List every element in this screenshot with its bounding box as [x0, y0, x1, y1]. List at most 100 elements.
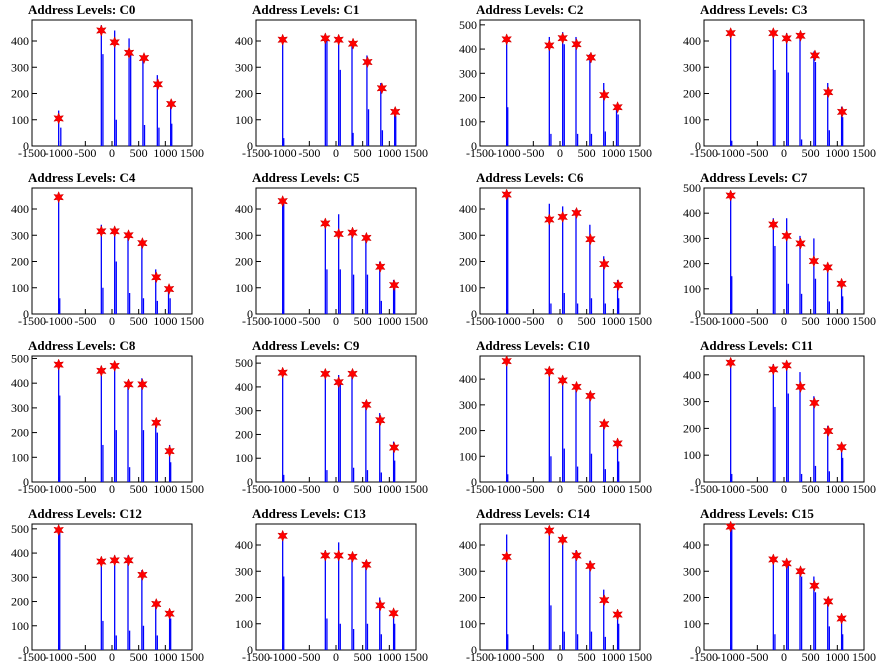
plot-frame: [255, 187, 417, 315]
y-tick-label: 400: [11, 376, 29, 390]
y-tick-label: 300: [235, 228, 253, 242]
peak-marker: [809, 396, 820, 410]
chart-panel: Address Levels: C1 0 100 200 300 400 -1500 -100…: [224, 0, 448, 168]
x-tick-label: 1500: [852, 482, 876, 496]
x-tick-label: 1000: [153, 146, 177, 160]
peak-marker: [137, 568, 148, 582]
x-tick-label: 500: [354, 314, 372, 328]
x-tick-label: 0: [333, 314, 339, 328]
peak-marker: [150, 271, 162, 284]
y-tick-label: 400: [683, 538, 701, 552]
x-tick-label: 0: [109, 146, 115, 160]
chart-title: Address Levels: C14: [476, 506, 590, 521]
peak-marker: [781, 32, 793, 45]
y-tick-label: 400: [459, 202, 477, 216]
peak-marker: [836, 440, 847, 454]
y-tick-label: 300: [683, 395, 701, 409]
peak-marker: [612, 608, 623, 621]
chart-svg: Address Levels: C3 0 100 200 300 400 -1500-100…: [683, 2, 876, 160]
x-tick-label: -1500: [242, 650, 270, 664]
x-tick-label: 500: [354, 146, 372, 160]
plot-frame: [31, 355, 193, 483]
y-tick-label: 200: [11, 426, 29, 440]
x-tick-label: 500: [354, 650, 372, 664]
chart-svg: Address Levels: C70100200300400500-1500-…: [683, 170, 876, 328]
plot-frame: [703, 187, 865, 315]
y-tick-label: 0: [23, 139, 29, 153]
y-tick-label: 300: [459, 564, 477, 578]
x-tick-label: -500: [74, 314, 96, 328]
y-tick-label: 400: [11, 546, 29, 560]
plot-frame: [255, 523, 417, 651]
x-tick-label: -1000: [45, 482, 73, 496]
x-tick-label: -1500: [242, 146, 270, 160]
peak-marker: [277, 529, 289, 542]
x-tick-label: -1000: [269, 146, 297, 160]
peak-marker: [277, 33, 289, 46]
y-tick-label: 400: [459, 372, 477, 386]
plot-frame: [31, 19, 193, 147]
peak-marker: [53, 112, 65, 125]
peak-marker: [388, 278, 400, 292]
chart-title: Address Levels: C1: [252, 2, 359, 17]
x-tick-label: -1000: [45, 650, 73, 664]
chart-svg: Address Levels: C15 0 100 200 300 400 -1500-10…: [683, 506, 876, 664]
peak-marker: [725, 189, 737, 202]
x-tick-label: 500: [354, 482, 372, 496]
peak-marker: [388, 441, 400, 454]
x-tick-label: -1000: [717, 650, 745, 664]
peak-marker: [836, 612, 847, 625]
x-tick-label: -1000: [269, 650, 297, 664]
peak-marker: [165, 97, 177, 111]
y-tick-label: 100: [235, 617, 253, 631]
chart-svg: Address Levels: C4 0 100 200 300 400 -1500-100…: [11, 170, 204, 328]
peak-marker: [150, 597, 162, 611]
x-tick-label: 1500: [628, 314, 652, 328]
x-tick-label: 500: [130, 146, 148, 160]
peak-marker: [333, 227, 345, 241]
peak-marker: [138, 51, 150, 65]
y-tick-label: 0: [23, 307, 29, 321]
y-tick-label: 0: [695, 307, 701, 321]
x-tick-label: -1000: [493, 650, 521, 664]
chart-svg: Address Levels: C5 0 100 200 300 400 -1500-100…: [235, 170, 428, 328]
peak-marker: [822, 86, 834, 99]
peak-marker: [808, 254, 820, 268]
plot-frame: [479, 355, 641, 483]
peak-marker: [571, 206, 582, 220]
x-tick-label: 1000: [601, 650, 625, 664]
y-tick-label: 200: [11, 255, 29, 269]
chart-svg: Address Levels: C20100200300400500-1500-…: [459, 2, 652, 160]
chart-svg: Address Levels: C90100200300400500-1500-…: [235, 338, 428, 496]
x-tick-label: -1000: [493, 482, 521, 496]
x-tick-label: -1000: [269, 482, 297, 496]
peak-marker: [123, 229, 134, 242]
chart-title: Address Levels: C7: [700, 170, 808, 185]
x-tick-label: -500: [298, 146, 320, 160]
chart-svg: Address Levels: C14 0 100 200 300 400 -1500-10…: [459, 506, 652, 664]
chart-panel: Address Levels: C0 0 100 200 300 400 -1500 -100…: [0, 0, 224, 168]
peak-marker: [822, 261, 834, 274]
y-tick-label: 400: [683, 206, 701, 220]
chart-panel: Address Levels: C9 0 100 200 300 400 500 -1500-…: [224, 336, 448, 504]
y-tick-label: 100: [235, 451, 253, 465]
x-tick-label: 1500: [180, 650, 204, 664]
x-tick-label: 1000: [377, 314, 401, 328]
x-tick-label: -500: [74, 482, 96, 496]
peak-marker: [109, 36, 121, 49]
peak-marker: [362, 55, 373, 69]
peak-marker: [598, 417, 610, 431]
chart-title: Address Levels: C10: [476, 338, 590, 353]
peak-marker: [277, 194, 289, 208]
x-tick-label: 1000: [825, 314, 849, 328]
y-tick-label: 200: [11, 87, 29, 101]
x-tick-label: -1500: [18, 314, 46, 328]
x-tick-label: -500: [298, 482, 320, 496]
peak-marker: [585, 389, 596, 403]
x-tick-label: -1500: [690, 482, 718, 496]
y-tick-label: 200: [459, 591, 477, 605]
x-tick-label: -500: [746, 650, 768, 664]
x-tick-label: 1000: [601, 146, 625, 160]
peak-marker: [767, 26, 779, 40]
x-tick-label: 500: [578, 650, 596, 664]
